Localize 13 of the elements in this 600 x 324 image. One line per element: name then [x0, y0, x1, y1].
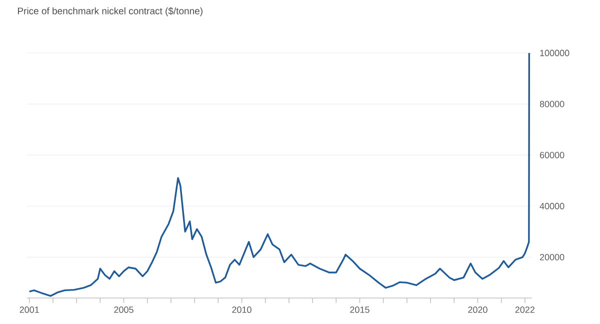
chart-title: Price of benchmark nickel contract ($/tonne) — [18, 7, 202, 16]
x-tick-label: 2015 — [350, 306, 370, 313]
y-tick-label: 100000 — [540, 50, 570, 56]
x-tick-label: 2022 — [515, 306, 534, 313]
x-tick-label: 2005 — [114, 306, 134, 313]
x-tick-label: 2001 — [20, 306, 39, 313]
x-tick-label: 2020 — [468, 306, 488, 313]
y-tick-label: 60000 — [540, 152, 564, 158]
y-tick-label: 80000 — [540, 100, 564, 108]
x-tick-label: 2010 — [232, 306, 252, 313]
y-tick-label: 40000 — [540, 202, 564, 210]
y-tick-label: 20000 — [540, 254, 564, 260]
line-series — [28, 52, 530, 297]
